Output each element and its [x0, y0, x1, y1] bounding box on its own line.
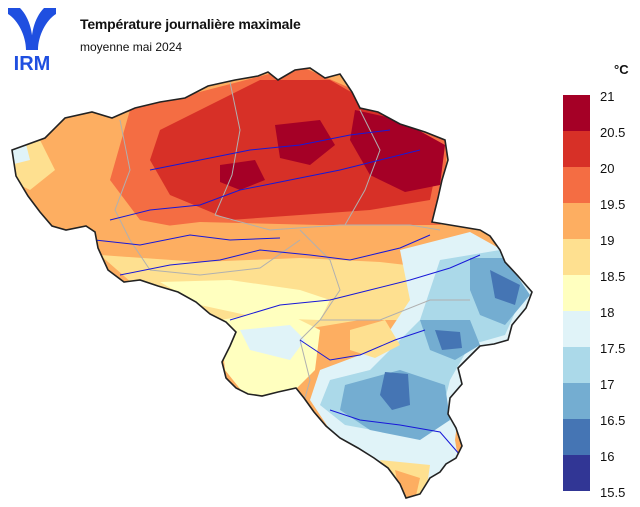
logo-text: IRM: [14, 53, 51, 72]
legend-swatch: [563, 95, 590, 131]
legend-tick: 21: [600, 89, 615, 104]
legend-swatch: [563, 383, 590, 419]
legend-tick: 16.5: [600, 413, 626, 428]
legend-swatch: [563, 167, 590, 203]
legend-tick: 19.5: [600, 197, 626, 212]
legend-tick: 19: [600, 233, 615, 248]
legend-swatch: [563, 275, 590, 311]
legend-tick: 18.5: [600, 269, 626, 284]
legend-swatch: [563, 131, 590, 167]
legend-tick: 20.5: [600, 125, 626, 140]
legend-tick: 16: [600, 449, 615, 464]
legend-swatch: [563, 419, 590, 455]
legend-tick: 17.5: [600, 341, 626, 356]
legend-swatch: [563, 311, 590, 347]
map-title: Température journalière maximale: [80, 16, 301, 32]
legend-unit: °C: [614, 62, 629, 77]
irm-logo: IRM: [8, 8, 56, 72]
legend-tick: 17: [600, 377, 615, 392]
legend-tick: 15.5: [600, 485, 626, 500]
legend-swatch: [563, 455, 590, 491]
legend-tick: 20: [600, 161, 615, 176]
legend-swatch: [563, 239, 590, 275]
logo-mark: [8, 8, 33, 50]
legend-tick: 18: [600, 305, 615, 320]
legend-swatch: [563, 203, 590, 239]
legend-swatch: [563, 347, 590, 383]
color-legend: [563, 95, 590, 491]
belgium-temperature-map: [11, 67, 533, 499]
map-subtitle: moyenne mai 2024: [80, 40, 183, 54]
